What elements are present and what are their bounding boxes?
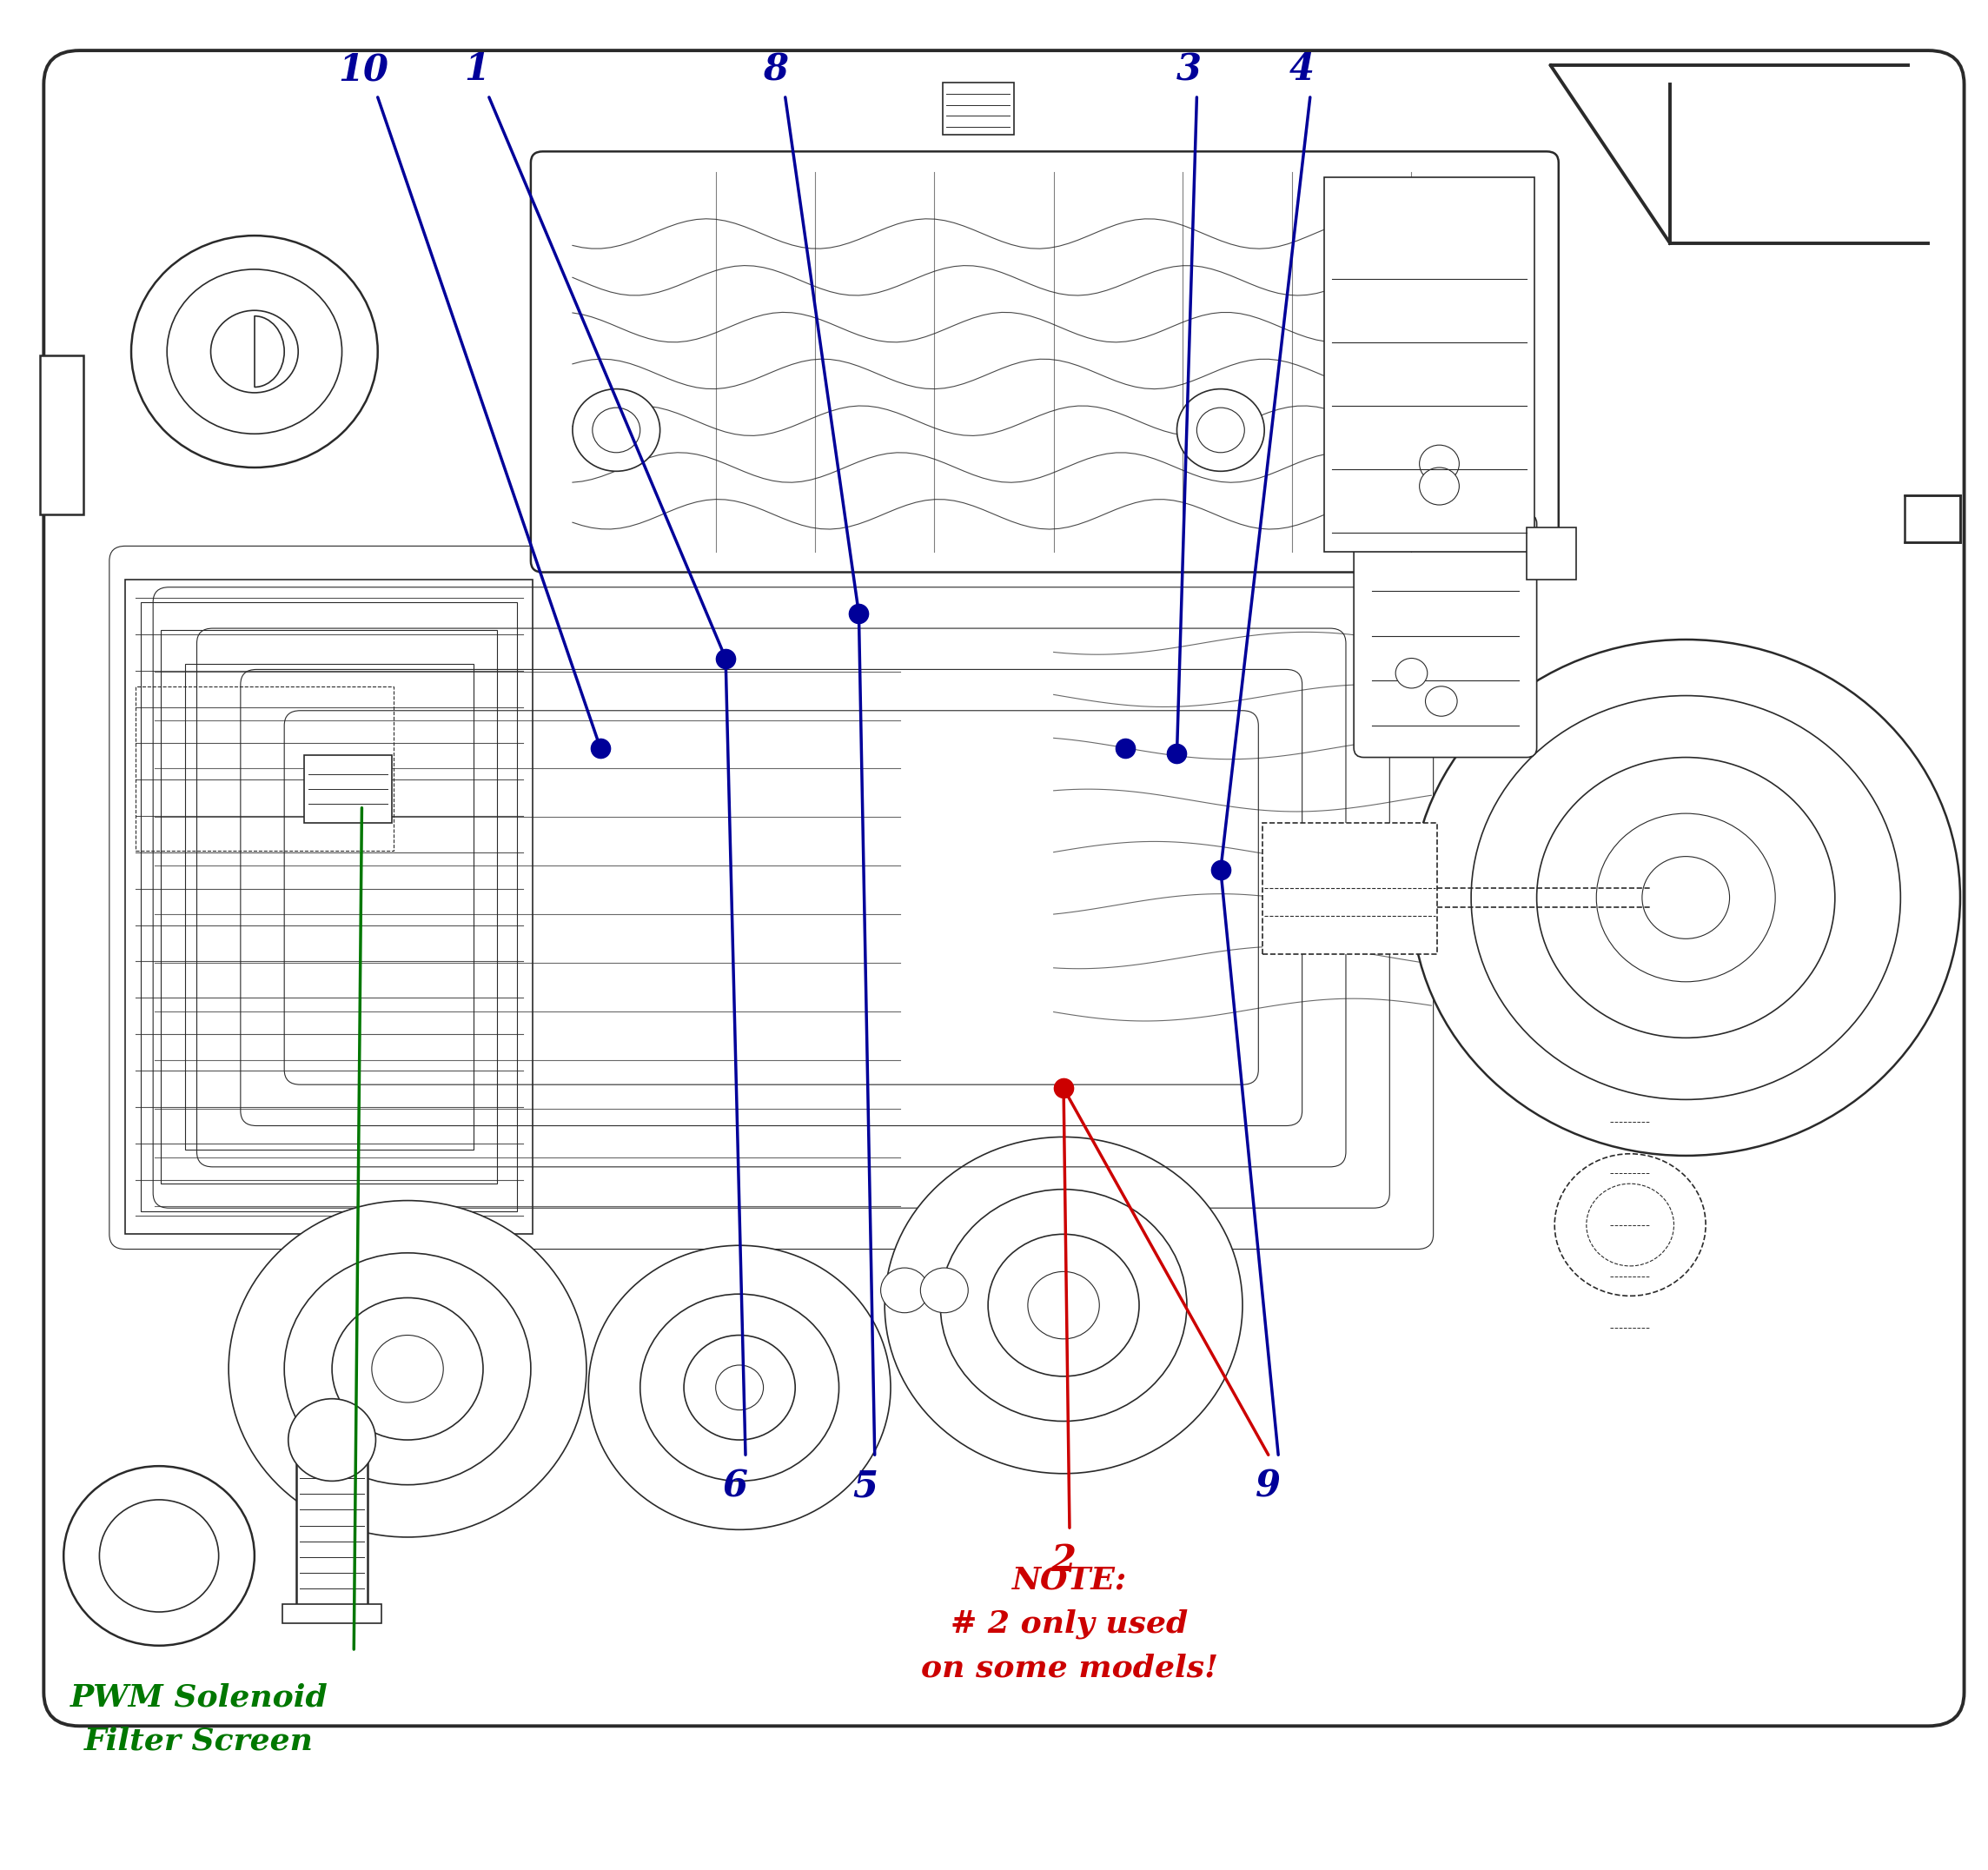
Text: 9: 9 <box>1256 1468 1280 1505</box>
Text: 2: 2 <box>1052 1543 1076 1580</box>
Bar <box>296 1449 368 1618</box>
Circle shape <box>99 1500 219 1612</box>
Circle shape <box>372 1335 443 1402</box>
Text: 5: 5 <box>853 1468 877 1505</box>
Circle shape <box>284 1253 531 1485</box>
Circle shape <box>167 269 342 434</box>
Bar <box>125 580 533 1234</box>
Circle shape <box>131 236 378 468</box>
Circle shape <box>211 310 298 393</box>
Circle shape <box>332 1298 483 1440</box>
Circle shape <box>1471 696 1901 1100</box>
Text: PWM Solenoid
Filter Screen: PWM Solenoid Filter Screen <box>70 1683 328 1756</box>
FancyBboxPatch shape <box>1354 514 1537 757</box>
Bar <box>141 602 517 1212</box>
Circle shape <box>940 1189 1187 1421</box>
Circle shape <box>588 1245 891 1530</box>
Circle shape <box>1197 408 1244 453</box>
Circle shape <box>1537 757 1835 1038</box>
Bar <box>1527 527 1576 580</box>
Text: 8: 8 <box>763 50 787 88</box>
Circle shape <box>1028 1272 1099 1339</box>
Circle shape <box>881 1268 928 1313</box>
Circle shape <box>1642 856 1730 939</box>
Bar <box>1262 823 1437 954</box>
Polygon shape <box>1551 65 1928 243</box>
Circle shape <box>64 1466 254 1646</box>
Circle shape <box>1411 640 1960 1156</box>
Circle shape <box>920 1268 968 1313</box>
FancyBboxPatch shape <box>531 151 1559 572</box>
Text: 10: 10 <box>338 50 390 88</box>
Text: 3: 3 <box>1177 50 1201 88</box>
Circle shape <box>1419 445 1459 482</box>
Circle shape <box>573 389 660 471</box>
Bar <box>942 82 1014 135</box>
Text: NOTE:
# 2 only used
on some models!: NOTE: # 2 only used on some models! <box>920 1565 1219 1683</box>
Circle shape <box>1425 686 1457 716</box>
Circle shape <box>1596 813 1775 982</box>
FancyBboxPatch shape <box>44 50 1964 1726</box>
Bar <box>40 355 83 514</box>
Circle shape <box>592 408 640 453</box>
Bar <box>1324 178 1535 552</box>
Bar <box>185 664 473 1150</box>
Circle shape <box>988 1234 1139 1376</box>
Bar <box>304 755 392 823</box>
Circle shape <box>1586 1184 1674 1266</box>
Circle shape <box>1177 389 1264 471</box>
Circle shape <box>1555 1154 1706 1296</box>
Circle shape <box>640 1294 839 1481</box>
Circle shape <box>1419 468 1459 505</box>
Bar <box>282 1604 382 1623</box>
Circle shape <box>885 1137 1242 1474</box>
Text: 4: 4 <box>1290 50 1314 88</box>
Bar <box>135 686 394 851</box>
Circle shape <box>1396 658 1427 688</box>
Circle shape <box>716 1365 763 1410</box>
Bar <box>161 630 497 1184</box>
Text: 1: 1 <box>465 50 489 88</box>
Circle shape <box>684 1335 795 1440</box>
Circle shape <box>229 1201 586 1537</box>
Bar <box>1905 496 1960 542</box>
Circle shape <box>288 1399 376 1481</box>
Text: 6: 6 <box>724 1468 747 1505</box>
